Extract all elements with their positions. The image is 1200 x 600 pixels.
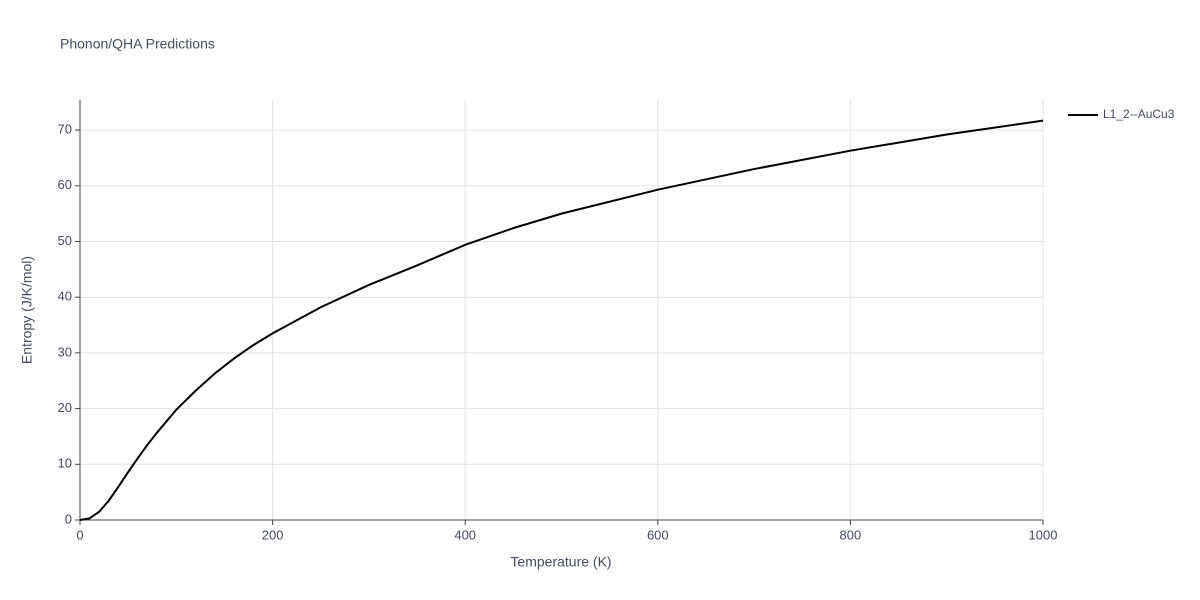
y-tick-label: 30 <box>58 344 72 359</box>
x-tick-label: 600 <box>647 527 669 542</box>
y-tick-label: 70 <box>58 122 72 137</box>
y-tick-label: 0 <box>65 511 72 526</box>
x-tick-label: 0 <box>76 527 83 542</box>
x-axis-label: Temperature (K) <box>510 554 611 570</box>
legend-label: L1_2--AuCu3 <box>1103 107 1175 121</box>
chart-title: Phonon/QHA Predictions <box>60 36 215 52</box>
y-tick-label: 20 <box>58 400 72 415</box>
y-axis-label: Entropy (J/K/mol) <box>19 256 35 364</box>
y-tick-label: 10 <box>58 456 72 471</box>
x-tick-label: 200 <box>262 527 284 542</box>
x-tick-label: 1000 <box>1029 527 1058 542</box>
y-tick-label: 60 <box>58 177 72 192</box>
x-tick-label: 400 <box>454 527 476 542</box>
y-tick-label: 40 <box>58 289 72 304</box>
data-line <box>79 119 1044 521</box>
x-tick-label: 800 <box>840 527 862 542</box>
y-tick-label: 50 <box>58 233 72 248</box>
